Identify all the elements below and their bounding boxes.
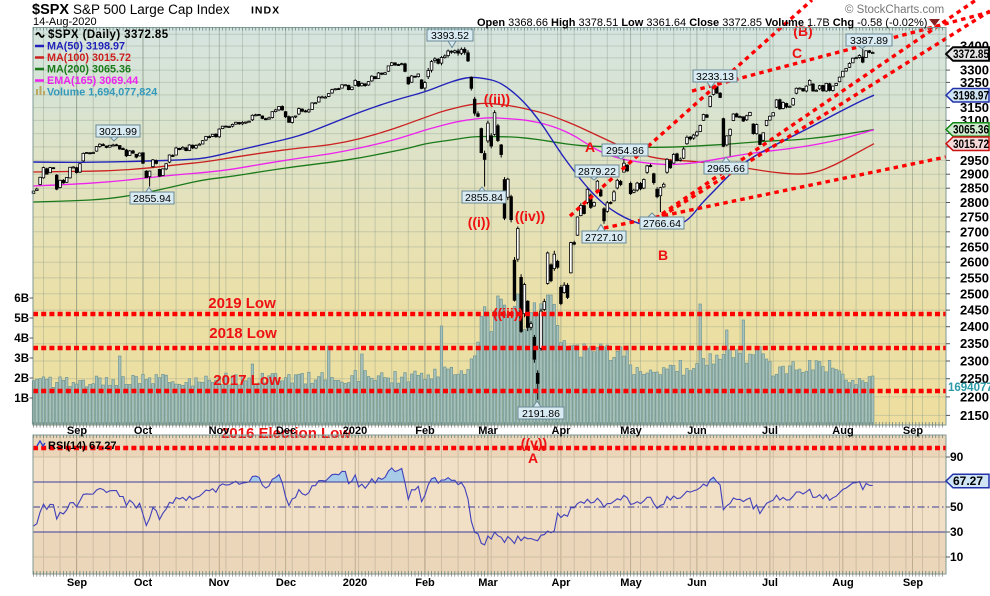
svg-text:14-Aug-2020: 14-Aug-2020 bbox=[33, 16, 97, 28]
svg-text:RSI(14) 67.27: RSI(14) 67.27 bbox=[48, 440, 116, 452]
svg-text:2191.86: 2191.86 bbox=[522, 408, 560, 420]
svg-text:((ii)): ((ii)) bbox=[484, 91, 510, 107]
svg-text:$SPX (Daily) 3372.85: $SPX (Daily) 3372.85 bbox=[48, 29, 169, 41]
svg-text:2020: 2020 bbox=[343, 577, 367, 589]
svg-text:2800: 2800 bbox=[960, 195, 989, 210]
svg-text:2965.66: 2965.66 bbox=[707, 163, 745, 175]
svg-text:Apr: Apr bbox=[552, 425, 572, 437]
svg-text:MA(50) 3198.97: MA(50) 3198.97 bbox=[47, 41, 125, 53]
svg-text:3198.97: 3198.97 bbox=[953, 90, 989, 102]
svg-text:Mar: Mar bbox=[478, 577, 498, 589]
svg-text:C: C bbox=[792, 45, 802, 61]
svg-text:Nov: Nov bbox=[209, 577, 231, 589]
svg-text:Nov: Nov bbox=[209, 425, 231, 437]
svg-text:A: A bbox=[585, 139, 595, 155]
svg-text:90: 90 bbox=[950, 450, 964, 464]
svg-text:30: 30 bbox=[950, 525, 964, 539]
svg-text:2600: 2600 bbox=[960, 255, 989, 270]
svg-text:Feb: Feb bbox=[415, 425, 435, 437]
svg-text:Feb: Feb bbox=[415, 577, 435, 589]
svg-text:Jun: Jun bbox=[687, 577, 707, 589]
svg-text:$SPX: $SPX bbox=[32, 2, 69, 18]
svg-text:4B: 4B bbox=[14, 333, 29, 345]
svg-text:2855.94: 2855.94 bbox=[133, 193, 171, 205]
svg-text:Jul: Jul bbox=[762, 425, 778, 437]
svg-text:1694077: 1694077 bbox=[948, 382, 990, 394]
svg-text:2450: 2450 bbox=[960, 303, 989, 318]
svg-text:2550: 2550 bbox=[960, 270, 989, 285]
svg-text:2850: 2850 bbox=[960, 181, 989, 196]
svg-text:3015.72: 3015.72 bbox=[953, 139, 989, 151]
svg-text:2200: 2200 bbox=[960, 389, 989, 404]
svg-text:((iv)): ((iv)) bbox=[515, 208, 545, 224]
svg-text:A: A bbox=[528, 450, 538, 466]
svg-text:2020: 2020 bbox=[343, 425, 367, 437]
svg-text:Sep: Sep bbox=[67, 577, 87, 589]
svg-text:2150: 2150 bbox=[960, 408, 989, 423]
svg-text:Sep: Sep bbox=[67, 425, 87, 437]
svg-text:May: May bbox=[620, 577, 642, 589]
svg-text:Oct: Oct bbox=[134, 577, 153, 589]
svg-text:3B: 3B bbox=[14, 353, 29, 365]
svg-text:Mar: Mar bbox=[478, 425, 498, 437]
svg-text:6B: 6B bbox=[14, 293, 29, 305]
svg-text:Jul: Jul bbox=[762, 577, 778, 589]
svg-text:2B: 2B bbox=[14, 373, 29, 385]
svg-text:B: B bbox=[658, 247, 668, 263]
svg-text:Dec: Dec bbox=[276, 425, 296, 437]
svg-text:3250: 3250 bbox=[960, 75, 989, 90]
svg-text:2727.10: 2727.10 bbox=[585, 232, 623, 244]
svg-text:((v)): ((v)) bbox=[521, 435, 547, 451]
svg-text:Aug: Aug bbox=[832, 425, 853, 437]
svg-text:2855.84: 2855.84 bbox=[465, 192, 503, 204]
svg-text:2950: 2950 bbox=[960, 153, 989, 168]
svg-text:© StockCharts.com: © StockCharts.com bbox=[845, 4, 944, 16]
svg-text:2300: 2300 bbox=[960, 354, 989, 369]
svg-text:3372.85: 3372.85 bbox=[953, 49, 990, 61]
svg-text:((i)): ((i)) bbox=[468, 214, 491, 230]
svg-text:2019 Low: 2019 Low bbox=[208, 295, 276, 312]
svg-text:67.27: 67.27 bbox=[953, 476, 983, 488]
svg-text:Jun: Jun bbox=[687, 425, 707, 437]
svg-text:50: 50 bbox=[950, 500, 964, 514]
svg-text:3065.36: 3065.36 bbox=[953, 125, 989, 137]
svg-text:Sep: Sep bbox=[903, 425, 923, 437]
svg-text:Apr: Apr bbox=[552, 577, 572, 589]
svg-text:2766.64: 2766.64 bbox=[643, 218, 681, 230]
svg-text:2650: 2650 bbox=[960, 239, 989, 254]
svg-text:MA(200) 3065.36: MA(200) 3065.36 bbox=[47, 64, 131, 76]
svg-text:3387.89: 3387.89 bbox=[850, 35, 888, 47]
svg-text:2500: 2500 bbox=[960, 286, 989, 301]
svg-text:2017 Low: 2017 Low bbox=[213, 372, 281, 389]
svg-text:Sep: Sep bbox=[903, 577, 923, 589]
svg-text:S&P 500 Large Cap Index: S&P 500 Large Cap Index bbox=[73, 2, 230, 17]
svg-text:2400: 2400 bbox=[960, 319, 989, 334]
svg-text:Dec: Dec bbox=[276, 577, 296, 589]
svg-text:May: May bbox=[620, 425, 642, 437]
svg-text:2350: 2350 bbox=[960, 336, 989, 351]
svg-text:2750: 2750 bbox=[960, 210, 989, 225]
svg-text:3233.13: 3233.13 bbox=[696, 71, 734, 83]
svg-text:5B: 5B bbox=[14, 313, 29, 325]
svg-text:1B: 1B bbox=[14, 393, 29, 405]
svg-text:INDX: INDX bbox=[251, 5, 280, 17]
svg-text:Open 3368.66 High 3378.51 Low: Open 3368.66 High 3378.51 Low 3361.64 Cl… bbox=[477, 17, 927, 29]
svg-text:Volume 1,694,077,824: Volume 1,694,077,824 bbox=[47, 87, 157, 99]
svg-text:Oct: Oct bbox=[134, 425, 153, 437]
svg-text:3150: 3150 bbox=[960, 100, 989, 115]
svg-text:2954.86: 2954.86 bbox=[606, 145, 644, 157]
svg-text:2018 Low: 2018 Low bbox=[209, 325, 277, 342]
svg-text:2879.22: 2879.22 bbox=[578, 166, 616, 178]
svg-text:3021.99: 3021.99 bbox=[99, 126, 137, 138]
svg-text:2900: 2900 bbox=[960, 167, 989, 182]
svg-text:Aug: Aug bbox=[832, 577, 853, 589]
svg-text:3300: 3300 bbox=[960, 63, 989, 78]
svg-text:2250: 2250 bbox=[960, 371, 989, 386]
svg-text:MA(100) 3015.72: MA(100) 3015.72 bbox=[47, 52, 131, 64]
svg-text:EMA(165) 3069.44: EMA(165) 3069.44 bbox=[47, 75, 138, 87]
svg-text:3393.52: 3393.52 bbox=[431, 30, 469, 42]
svg-text:2700: 2700 bbox=[960, 224, 989, 239]
svg-text:((iii)): ((iii)) bbox=[493, 305, 523, 321]
svg-text:10: 10 bbox=[950, 550, 964, 564]
